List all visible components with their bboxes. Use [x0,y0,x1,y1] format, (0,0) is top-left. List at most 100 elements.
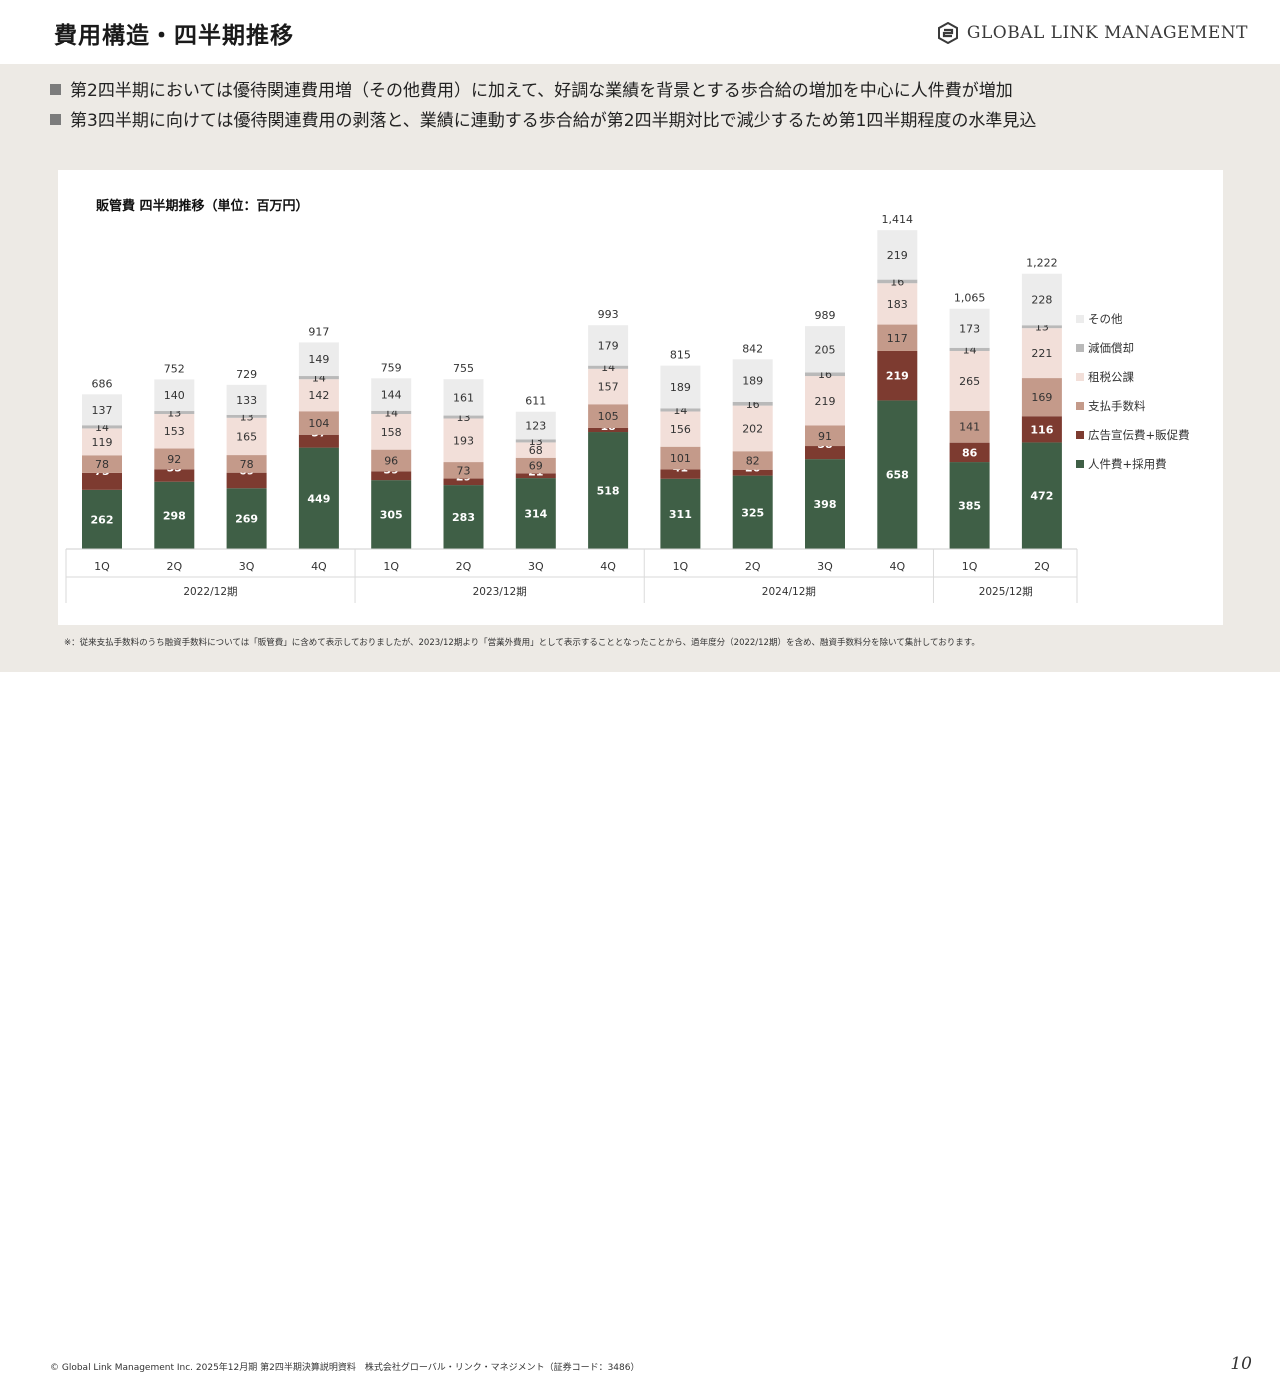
stacked-bar-chart: 2627578119141376862985592153131407522696… [65,213,1190,603]
bullet-item: 第3四半期に向けては優待関連費用の剥落と、業績に連動する歩合給が第2四半期対比で… [50,106,1250,136]
x-tick-label: 1Q [383,560,399,573]
bar-segment [805,376,845,426]
x-tick-label: 4Q [889,560,905,573]
bar-segment [82,394,122,426]
total-label: 842 [742,342,763,355]
total-label: 686 [92,377,113,390]
data-label: 78 [95,458,109,471]
bar-segment [805,372,845,377]
legend-label: 人件費+採用費 [1088,457,1167,471]
bar-segment [154,469,195,482]
data-label: 116 [1030,423,1053,436]
bar-segment [154,379,195,412]
fiscal-year-label: 2023/12期 [473,586,527,598]
total-label: 1,065 [954,292,986,305]
bar-segment [660,408,701,412]
bar-segment [588,427,629,433]
bar-segment [226,417,267,456]
bar-segment [82,472,122,490]
data-label: 189 [670,381,691,394]
bar-segment [949,347,990,351]
bullet-item: 第2四半期においては優待関連費用増（その他費用）に加えて、好調な業績を背景とする… [50,76,1250,106]
bar-segment [154,413,195,449]
data-label: 158 [381,426,402,439]
footnote: ※：従来支払手数料のうち融資手数料については「販管費」に含めて表示しておりました… [64,638,980,648]
data-label: 82 [746,454,760,467]
data-label: 140 [164,389,185,402]
data-label: 385 [958,500,981,513]
bar-segment [660,446,701,470]
bullet-text: 第3四半期に向けては優待関連費用の剥落と、業績に連動する歩合給が第2四半期対比で… [70,111,1037,131]
bar-segment [154,411,195,414]
bar-segment [443,478,484,486]
data-label: 311 [669,508,692,521]
bar-segment [949,462,990,549]
bar-segment [226,414,267,418]
bar-segment [732,451,773,470]
data-label: 658 [886,469,909,482]
bar-segment [660,478,701,549]
total-label: 993 [598,308,619,321]
x-tick-label: 3Q [239,560,255,573]
bar-segment [82,425,122,429]
total-label: 1,414 [882,213,914,226]
data-label: 193 [453,434,474,447]
bar-segment [877,283,918,325]
data-label: 68 [529,444,543,457]
page-title: 費用構造・四半期推移 [54,23,294,49]
bar-segment [371,471,412,481]
x-tick-label: 3Q [817,560,833,573]
total-label: 752 [164,362,185,375]
data-label: 105 [598,410,619,423]
bar-segment [805,326,845,373]
data-label: 165 [236,430,257,443]
bar-segment [226,472,267,489]
bar-segment [1021,325,1062,329]
data-label: 96 [384,454,398,467]
data-label: 179 [598,339,619,352]
data-label: 142 [308,389,329,402]
bar-segment [298,434,339,448]
bar-segment [371,410,412,414]
bar-segment [660,365,701,409]
data-label: 202 [742,422,763,435]
data-label: 157 [598,381,619,394]
data-label: 398 [814,498,837,511]
total-label: 989 [815,309,836,322]
data-label: 119 [92,436,113,449]
x-tick-label: 2Q [456,560,472,573]
fiscal-year-label: 2025/12期 [979,586,1033,598]
bar-segment [1021,442,1062,549]
data-label: 92 [167,453,181,466]
total-label: 759 [381,361,402,374]
bar-segment [154,448,195,470]
total-label: 917 [308,325,329,338]
data-label: 153 [164,425,185,438]
bar-segment [877,350,918,401]
bar-segment [226,488,267,549]
data-label: 269 [235,513,258,526]
legend-swatch [1076,402,1084,410]
bar-segment [1021,273,1062,326]
data-label: 141 [959,421,980,434]
bar-segment [732,359,773,403]
data-label: 173 [959,322,980,335]
x-tick-label: 2Q [1034,560,1050,573]
data-label: 149 [308,353,329,366]
bar-segment [877,230,918,280]
bullet-square-icon [50,84,61,95]
data-label: 283 [452,511,475,524]
bar-segment [298,447,339,549]
bar-segment [1021,328,1062,379]
data-label: 78 [240,458,254,471]
copyright-text: © Global Link Management Inc. 2025年12月期 … [50,1363,640,1373]
x-tick-label: 4Q [600,560,616,573]
bar-segment [732,405,773,452]
total-label: 755 [453,362,474,375]
legend-label: その他 [1088,312,1123,326]
bar-segment [588,404,629,428]
data-label: 104 [308,417,329,430]
data-label: 183 [887,298,908,311]
data-label: 518 [597,485,620,498]
bar-segment [515,442,556,458]
